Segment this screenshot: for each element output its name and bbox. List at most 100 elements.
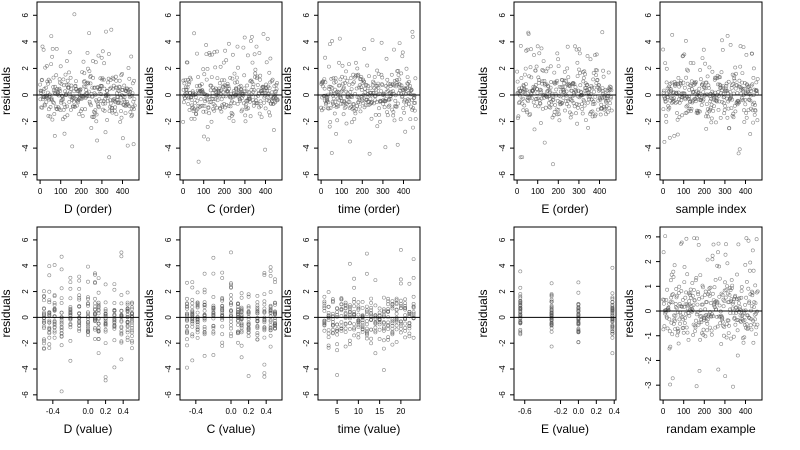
- data-point: [185, 296, 189, 301]
- data-point: [111, 77, 116, 81]
- data-point: [610, 323, 615, 328]
- data-point: [670, 300, 675, 305]
- data-point: [96, 321, 101, 326]
- data-point: [127, 76, 132, 81]
- data-point: [42, 298, 46, 303]
- data-point: [202, 271, 207, 276]
- data-point: [87, 99, 92, 104]
- data-point: [356, 325, 361, 329]
- data-point: [373, 113, 378, 117]
- y-tick-label: 0: [164, 315, 173, 320]
- data-point: [238, 99, 243, 103]
- data-point: [521, 96, 525, 101]
- data-point: [66, 85, 71, 90]
- data-point: [597, 83, 602, 88]
- data-point: [687, 88, 692, 92]
- data-point: [548, 85, 553, 90]
- data-point: [737, 147, 742, 152]
- data-point: [585, 100, 590, 105]
- data-point: [105, 118, 110, 122]
- data-point: [689, 295, 693, 300]
- y-tick-label: 4: [498, 263, 507, 268]
- data-point: [667, 135, 672, 140]
- data-point: [59, 328, 64, 333]
- data-point: [575, 121, 580, 126]
- data-points: [319, 29, 418, 156]
- data-point: [731, 384, 735, 389]
- x-tick-label: 100: [677, 407, 691, 416]
- data-point: [90, 85, 95, 90]
- data-point: [322, 308, 327, 313]
- data-point: [190, 301, 195, 306]
- data-point: [574, 89, 579, 94]
- data-point: [209, 75, 214, 80]
- data-point: [130, 340, 134, 345]
- data-point: [542, 140, 547, 145]
- data-point: [357, 104, 362, 109]
- data-point: [518, 155, 523, 160]
- data-point: [381, 368, 386, 372]
- data-point: [719, 88, 724, 93]
- data-point: [608, 101, 612, 106]
- data-point: [246, 90, 251, 95]
- data-point: [130, 314, 134, 319]
- y-tick-label: 2: [21, 66, 30, 71]
- data-point: [99, 92, 104, 97]
- data-point: [240, 96, 244, 100]
- data-point: [42, 306, 46, 311]
- y-tick-label: 6: [644, 13, 653, 18]
- data-point: [610, 319, 615, 324]
- data-point: [679, 289, 684, 293]
- data-point: [738, 64, 743, 69]
- data-point: [68, 322, 73, 327]
- data-point: [125, 306, 130, 311]
- data-point: [369, 300, 374, 305]
- data-point: [398, 301, 403, 306]
- data-point: [381, 326, 386, 331]
- data-point: [377, 327, 382, 332]
- data-point: [273, 277, 277, 282]
- data-point: [599, 102, 604, 107]
- data-point: [327, 42, 332, 47]
- data-point: [324, 100, 329, 105]
- y-tick-label: 0: [498, 92, 507, 97]
- data-point: [740, 80, 745, 85]
- y-axis-title: residuals: [622, 67, 636, 115]
- data-point: [518, 312, 523, 317]
- data-point: [352, 313, 357, 318]
- data-point: [403, 305, 408, 310]
- data-point: [593, 112, 598, 117]
- data-point: [255, 333, 260, 338]
- data-point: [226, 41, 231, 46]
- data-point: [697, 109, 702, 114]
- data-point: [704, 126, 709, 131]
- data-point: [93, 281, 97, 285]
- data-point: [375, 92, 380, 97]
- data-point: [47, 273, 52, 278]
- data-point: [705, 328, 709, 333]
- data-point: [253, 71, 258, 76]
- data-point: [394, 78, 399, 82]
- data-point: [394, 319, 399, 324]
- data-point: [236, 322, 240, 327]
- data-point: [369, 311, 374, 315]
- data-point: [748, 132, 753, 136]
- data-point: [323, 80, 328, 85]
- data-point: [743, 262, 748, 267]
- data-point: [746, 238, 751, 243]
- data-point: [200, 90, 205, 95]
- data-point: [725, 284, 730, 289]
- data-point: [552, 110, 557, 114]
- data-point: [327, 124, 332, 129]
- y-tick-label: 3: [644, 234, 653, 239]
- data-point: [523, 92, 528, 97]
- data-point: [202, 302, 207, 307]
- data-point: [518, 292, 523, 296]
- data-point: [372, 75, 377, 79]
- y-tick-label: -6: [164, 391, 173, 399]
- data-point: [716, 367, 721, 372]
- data-point: [337, 83, 342, 88]
- data-point: [39, 89, 44, 93]
- data-point: [576, 308, 581, 312]
